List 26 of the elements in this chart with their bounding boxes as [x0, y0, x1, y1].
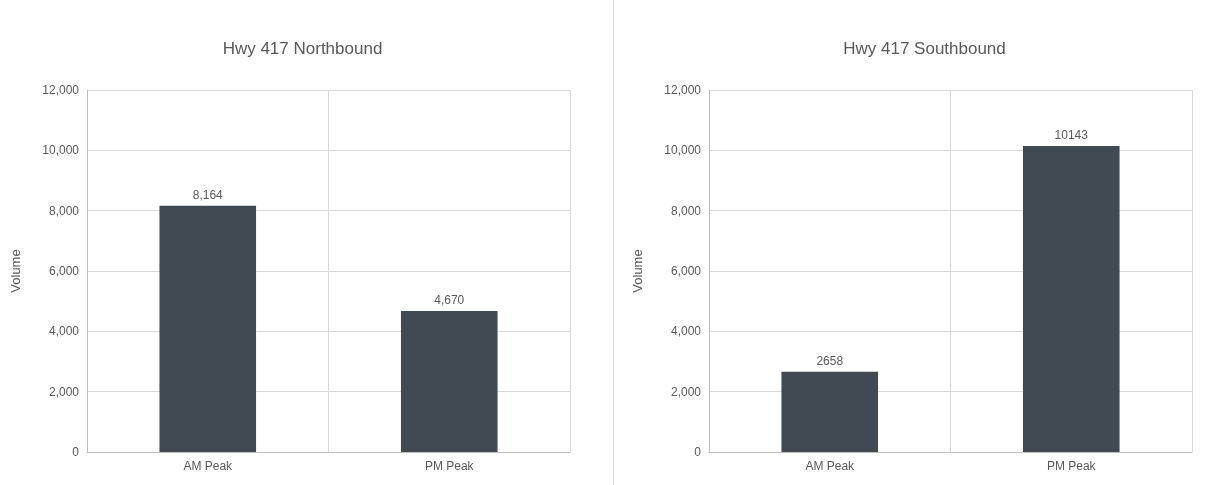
x-tick-label: PM Peak	[1046, 459, 1097, 473]
x-tick-label: PM Peak	[424, 459, 475, 473]
data-label: 10143	[1054, 128, 1089, 143]
y-tick-label: 4,000	[670, 324, 702, 339]
data-label: 4,670	[434, 293, 465, 308]
data-label: 8,164	[192, 187, 224, 202]
y-tick-label: 8,000	[670, 203, 702, 218]
y-tick-label: 0	[72, 445, 80, 459]
x-tick-label: AM Peak	[183, 459, 234, 473]
y-tick-label: 6,000	[670, 264, 702, 278]
data-label: 2658	[816, 353, 844, 368]
y-tick-label: 6,000	[48, 264, 80, 278]
y-axis-title: Volume	[8, 249, 23, 293]
y-tick-label: 0	[694, 445, 702, 459]
x-tick-label: AM Peak	[805, 459, 856, 473]
chart-title: Hwy 417 Northbound	[222, 39, 383, 58]
y-axis-title: Volume	[630, 249, 645, 293]
y-tick-label: 2,000	[48, 384, 80, 399]
y-tick-label: 12,000	[664, 83, 702, 97]
y-tick-label: 10,000	[42, 143, 80, 158]
y-tick-label: 10,000	[664, 143, 702, 158]
y-tick-label: 2,000	[670, 384, 702, 399]
y-tick-label: 8,000	[48, 203, 80, 218]
y-tick-label: 4,000	[48, 324, 80, 339]
y-tick-label: 12,000	[42, 83, 80, 97]
chart-title: Hwy 417 Southbound	[843, 39, 1006, 58]
